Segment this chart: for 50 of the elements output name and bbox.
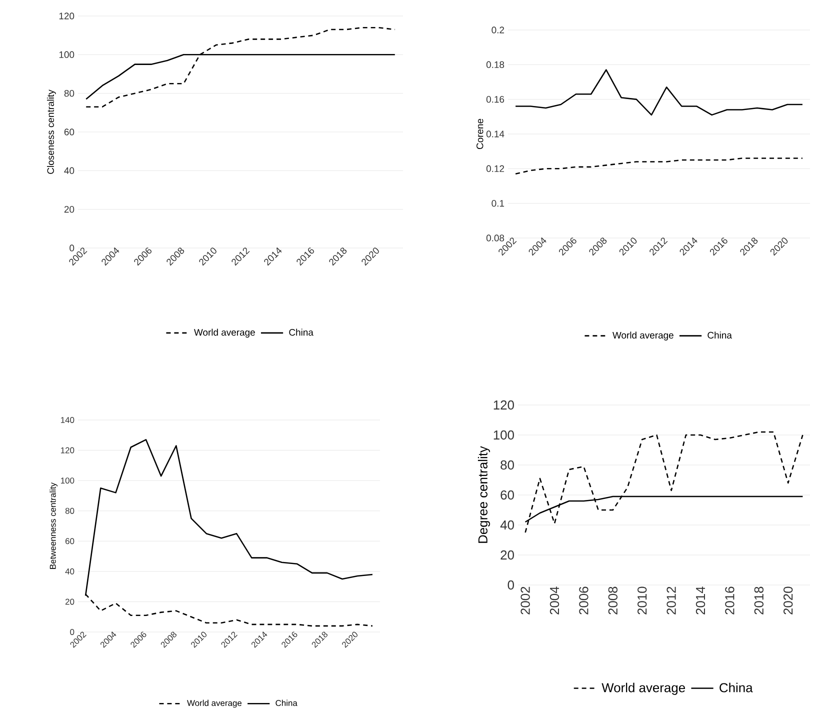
x-tick-label: 2004 xyxy=(550,586,560,614)
line-series xyxy=(524,431,804,534)
y-tick-label: 60 xyxy=(500,490,514,500)
y-tick-label: 120 xyxy=(60,447,74,454)
line-series xyxy=(514,69,804,116)
x-tick-label: 2016 xyxy=(725,586,734,614)
y-tick-label: 60 xyxy=(66,538,74,544)
x-tick-label: 2018 xyxy=(754,586,764,614)
y-tick-label: 80 xyxy=(65,508,74,514)
legend-label: China xyxy=(708,332,732,339)
y-tick-label: 100 xyxy=(494,430,514,440)
y-tick-label: 0.14 xyxy=(486,130,504,138)
y-tick-label: 100 xyxy=(60,478,74,484)
y-tick-label: 20 xyxy=(64,206,74,213)
y-axis-title: Betweenness centrality xyxy=(50,482,58,569)
y-tick-label: 20 xyxy=(500,550,514,560)
x-tick-label: 2012 xyxy=(666,586,676,614)
y-tick-label: 40 xyxy=(500,520,514,530)
y-tick-label: 0.1 xyxy=(492,200,504,207)
x-tick-label: 2010 xyxy=(638,586,647,614)
legend-label: China xyxy=(289,328,314,336)
x-tick-label: 2002 xyxy=(520,586,530,614)
x-tick-label: 2006 xyxy=(579,586,588,614)
y-tick-label: 20 xyxy=(65,598,74,605)
y-axis-title: Closeness centrality xyxy=(47,90,56,174)
x-tick-label: 2008 xyxy=(608,586,618,614)
y-tick-label: 0.18 xyxy=(486,61,504,68)
y-tick-label: 120 xyxy=(494,400,514,410)
y-tick-label: 0.16 xyxy=(486,96,504,103)
legend-label: World average xyxy=(194,328,255,338)
legend-label: World average xyxy=(602,682,685,695)
legend-label: World average xyxy=(612,332,674,340)
y-tick-label: 0.2 xyxy=(492,26,504,34)
legend-label: China xyxy=(720,682,753,692)
x-tick-label: 2014 xyxy=(696,586,706,614)
y-tick-label: 40 xyxy=(65,568,74,574)
y-axis-title: Degree centrality xyxy=(478,446,490,543)
y-tick-label: 0 xyxy=(508,580,514,590)
legend-label: World average xyxy=(187,700,242,708)
y-tick-label: 60 xyxy=(64,128,74,136)
y-tick-label: 0.12 xyxy=(486,165,504,172)
y-tick-label: 100 xyxy=(59,51,74,58)
y-tick-label: 140 xyxy=(60,417,74,423)
y-tick-label: 80 xyxy=(500,460,514,470)
y-tick-label: 40 xyxy=(64,167,74,174)
y-axis-title: Corene xyxy=(476,118,484,150)
legend-label: China xyxy=(276,700,298,706)
y-tick-label: 80 xyxy=(64,90,74,97)
y-tick-label: 120 xyxy=(59,12,74,20)
x-tick-label: 2020 xyxy=(784,586,793,614)
